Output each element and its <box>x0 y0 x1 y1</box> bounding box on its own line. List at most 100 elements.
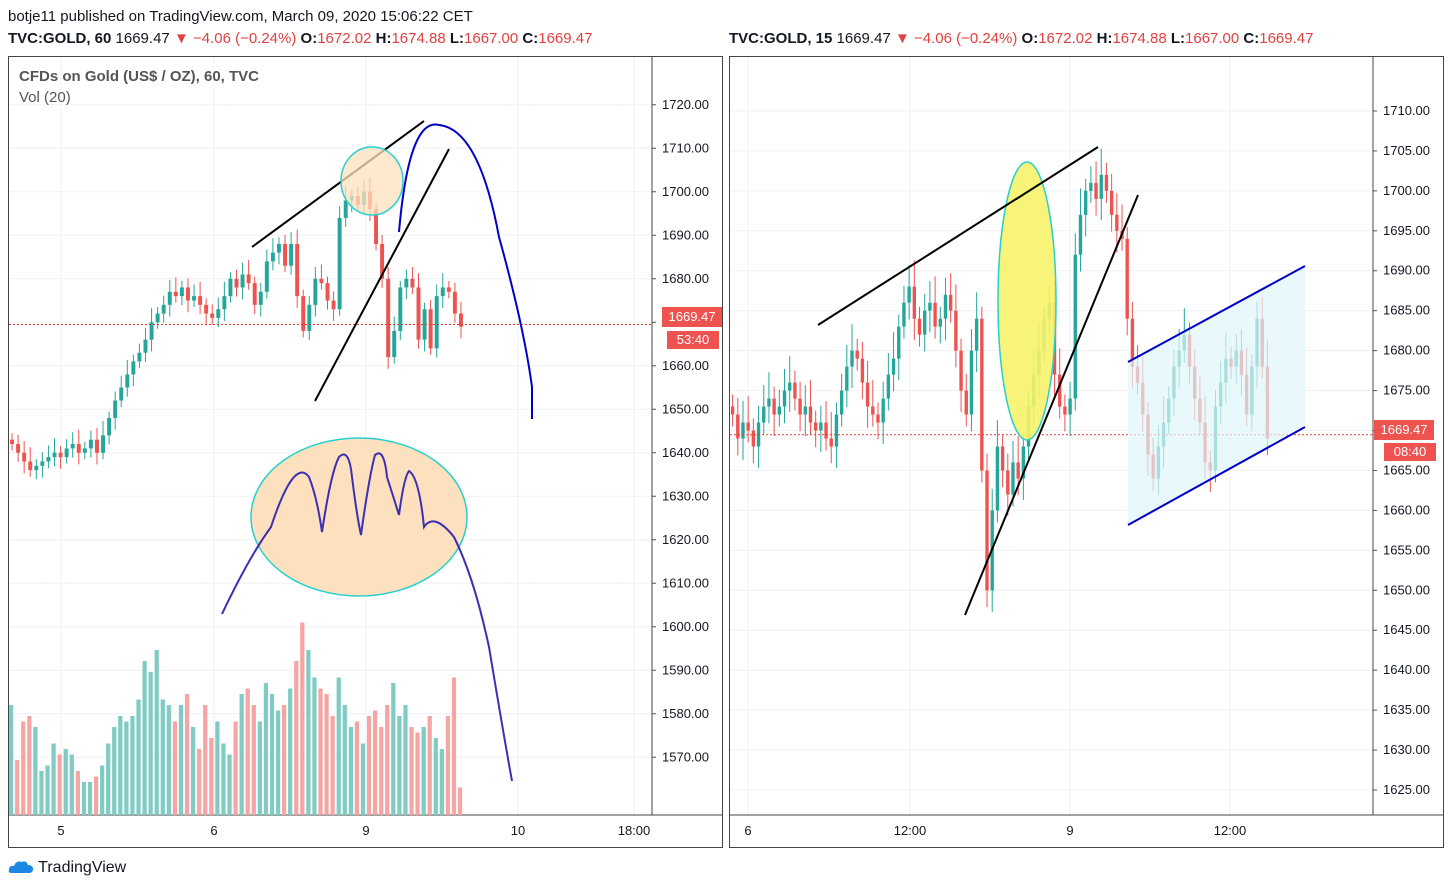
candle-body <box>434 296 439 349</box>
volume-bar <box>191 727 196 815</box>
candle-body <box>210 313 215 318</box>
channel-fill <box>1128 266 1305 525</box>
right-chart-panel[interactable]: 1710.00 1705.00 1700.00 1695.00 1690.00 1685.… <box>729 56 1444 848</box>
y-tick-label: 1620.00 <box>662 532 709 547</box>
candle-body <box>440 287 445 297</box>
y-tick-label: 1685.00 <box>1383 303 1430 318</box>
y-tick-label: 1655.00 <box>1383 542 1430 557</box>
candle-body <box>772 398 776 415</box>
candle-body <box>40 461 45 466</box>
right-h-value: 1674.88 <box>1112 30 1167 47</box>
candle-body <box>741 422 745 439</box>
right-c-label: C: <box>1243 30 1260 47</box>
y-tick-label: 1660.00 <box>662 358 709 373</box>
volume-bar <box>294 661 299 815</box>
volume-bar <box>21 721 26 815</box>
left-ticker-line: TVC:GOLD, 60 1669.47 ▼ −4.06 (−0.24%) O:… <box>8 30 592 47</box>
candle-body <box>246 274 251 284</box>
y-tick-label: 1710.00 <box>662 140 709 155</box>
candle-body <box>907 286 911 303</box>
x-tick-label: 6 <box>210 823 217 838</box>
top-highlight-circle <box>340 146 404 216</box>
right-chart-svg[interactable]: 1710.00 1705.00 1700.00 1695.00 1690.00 1685.… <box>730 57 1443 847</box>
candle-body <box>762 406 766 423</box>
volume-bar <box>9 705 14 815</box>
x-tick-label: 10 <box>511 823 525 838</box>
volume-bar <box>221 743 226 815</box>
y-tick-label: 1720.00 <box>662 97 709 112</box>
yellow-highlight-ellipse <box>997 161 1057 441</box>
y-tick-label: 1640.00 <box>662 445 709 460</box>
candle-body <box>34 465 39 471</box>
volume-bar <box>275 710 281 815</box>
tradingview-logo[interactable]: TradingView <box>8 859 126 877</box>
y-tick-label: 1635.00 <box>1383 702 1430 717</box>
candle-body <box>179 287 184 297</box>
y-tick-label: 1625.00 <box>1383 782 1430 797</box>
volume-bar <box>215 721 220 815</box>
candle-body <box>928 302 932 311</box>
candle-body <box>964 390 968 415</box>
left-time-tag: 53:40 <box>667 331 719 349</box>
y-tick-label: 1690.00 <box>1383 263 1430 278</box>
volume-bar <box>403 705 408 815</box>
volume-bar <box>209 738 214 815</box>
candle-body <box>422 309 427 340</box>
candle-body <box>808 406 813 423</box>
candle-body <box>1068 398 1072 415</box>
candle-body <box>793 382 797 399</box>
candle-body <box>222 296 227 310</box>
y-tick-label: 1660.00 <box>1383 502 1430 517</box>
volume-bar <box>239 694 244 815</box>
candle-body <box>58 452 63 458</box>
candle-body <box>865 382 870 407</box>
volume-bar <box>136 699 141 815</box>
volume-bar <box>360 743 366 815</box>
candle-body <box>798 398 802 415</box>
candle-body <box>1099 174 1103 199</box>
right-time-tag: 08:40 <box>1384 443 1436 461</box>
left-chart-panel[interactable]: 1720.001710.001700.001690.001680.001670.… <box>8 56 723 848</box>
candle-body <box>149 322 154 340</box>
candle-body <box>1021 446 1026 479</box>
y-tick-label: 1650.00 <box>1383 582 1430 597</box>
candle-body <box>974 318 979 351</box>
candle-body <box>1083 190 1088 215</box>
volume-bar <box>51 743 56 815</box>
candle-body <box>258 291 263 305</box>
upper-trendline <box>251 120 425 248</box>
candle-body <box>1000 446 1005 471</box>
channel-upper-line <box>1127 265 1306 363</box>
publisher-text: botje11 published on TradingView.com, Ma… <box>8 8 473 25</box>
candle-body <box>1063 406 1067 415</box>
left-price-tag: 1669.47 <box>662 307 722 327</box>
tradingview-logo-text: TradingView <box>38 859 127 876</box>
candle-body <box>386 278 391 358</box>
volume-bar <box>75 771 80 815</box>
x-tick-label: 5 <box>57 823 64 838</box>
candle-body <box>392 330 397 358</box>
y-tick-label: 1680.00 <box>1383 343 1430 358</box>
y-tick-label: 1700.00 <box>662 184 709 199</box>
y-tick-label: 1665.00 <box>1383 462 1430 477</box>
candle-body <box>1125 238 1129 319</box>
candle-body <box>155 313 160 323</box>
y-tick-label: 1610.00 <box>662 575 709 590</box>
volume-bar <box>233 721 238 815</box>
volume-bar <box>379 727 384 815</box>
y-tick-label: 1630.00 <box>1383 742 1430 757</box>
volume-bar <box>427 716 432 815</box>
left-chart-svg[interactable]: 1720.001710.001700.001690.001680.001670.… <box>9 57 722 847</box>
right-symbol: TVC:GOLD, 15 <box>729 30 833 47</box>
candle-body <box>954 310 958 351</box>
y-tick-label: 1680.00 <box>662 271 709 286</box>
volume-bar <box>312 677 317 815</box>
volume-bar <box>433 738 438 815</box>
volume-bar <box>203 705 208 815</box>
candle-body <box>881 398 885 423</box>
candle-body <box>107 417 112 436</box>
right-o-label: O: <box>1021 30 1039 47</box>
candle-body <box>751 430 756 447</box>
candle-body <box>82 448 87 453</box>
volume-bar <box>166 705 171 815</box>
